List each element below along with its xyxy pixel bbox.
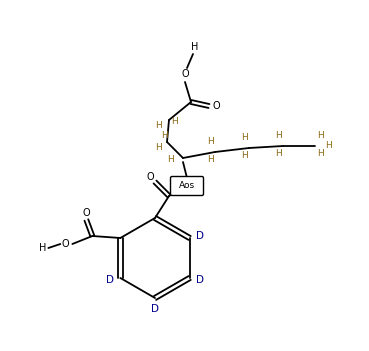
Text: H: H — [156, 143, 162, 152]
Text: H: H — [318, 132, 324, 140]
Text: H: H — [276, 132, 282, 140]
Text: O: O — [181, 69, 189, 79]
Text: H: H — [318, 150, 324, 159]
Text: D: D — [106, 275, 114, 285]
Text: D: D — [151, 304, 159, 314]
Text: H: H — [242, 133, 248, 143]
Text: Aos: Aos — [179, 181, 195, 191]
Text: H: H — [168, 155, 175, 165]
Text: H: H — [156, 120, 162, 130]
Text: O: O — [83, 208, 90, 218]
Text: H: H — [39, 243, 46, 253]
Text: D: D — [196, 275, 204, 285]
Text: O: O — [212, 101, 220, 111]
Text: D: D — [196, 231, 204, 241]
Text: H: H — [161, 131, 168, 139]
Text: O: O — [62, 239, 69, 249]
Text: H: H — [208, 138, 214, 146]
Text: H: H — [172, 118, 178, 126]
Text: H: H — [276, 150, 282, 159]
Text: H: H — [208, 155, 214, 165]
Text: O: O — [146, 172, 154, 182]
FancyBboxPatch shape — [170, 177, 203, 196]
Text: H: H — [242, 152, 248, 160]
Text: H: H — [191, 42, 199, 52]
Text: H: H — [325, 141, 332, 151]
